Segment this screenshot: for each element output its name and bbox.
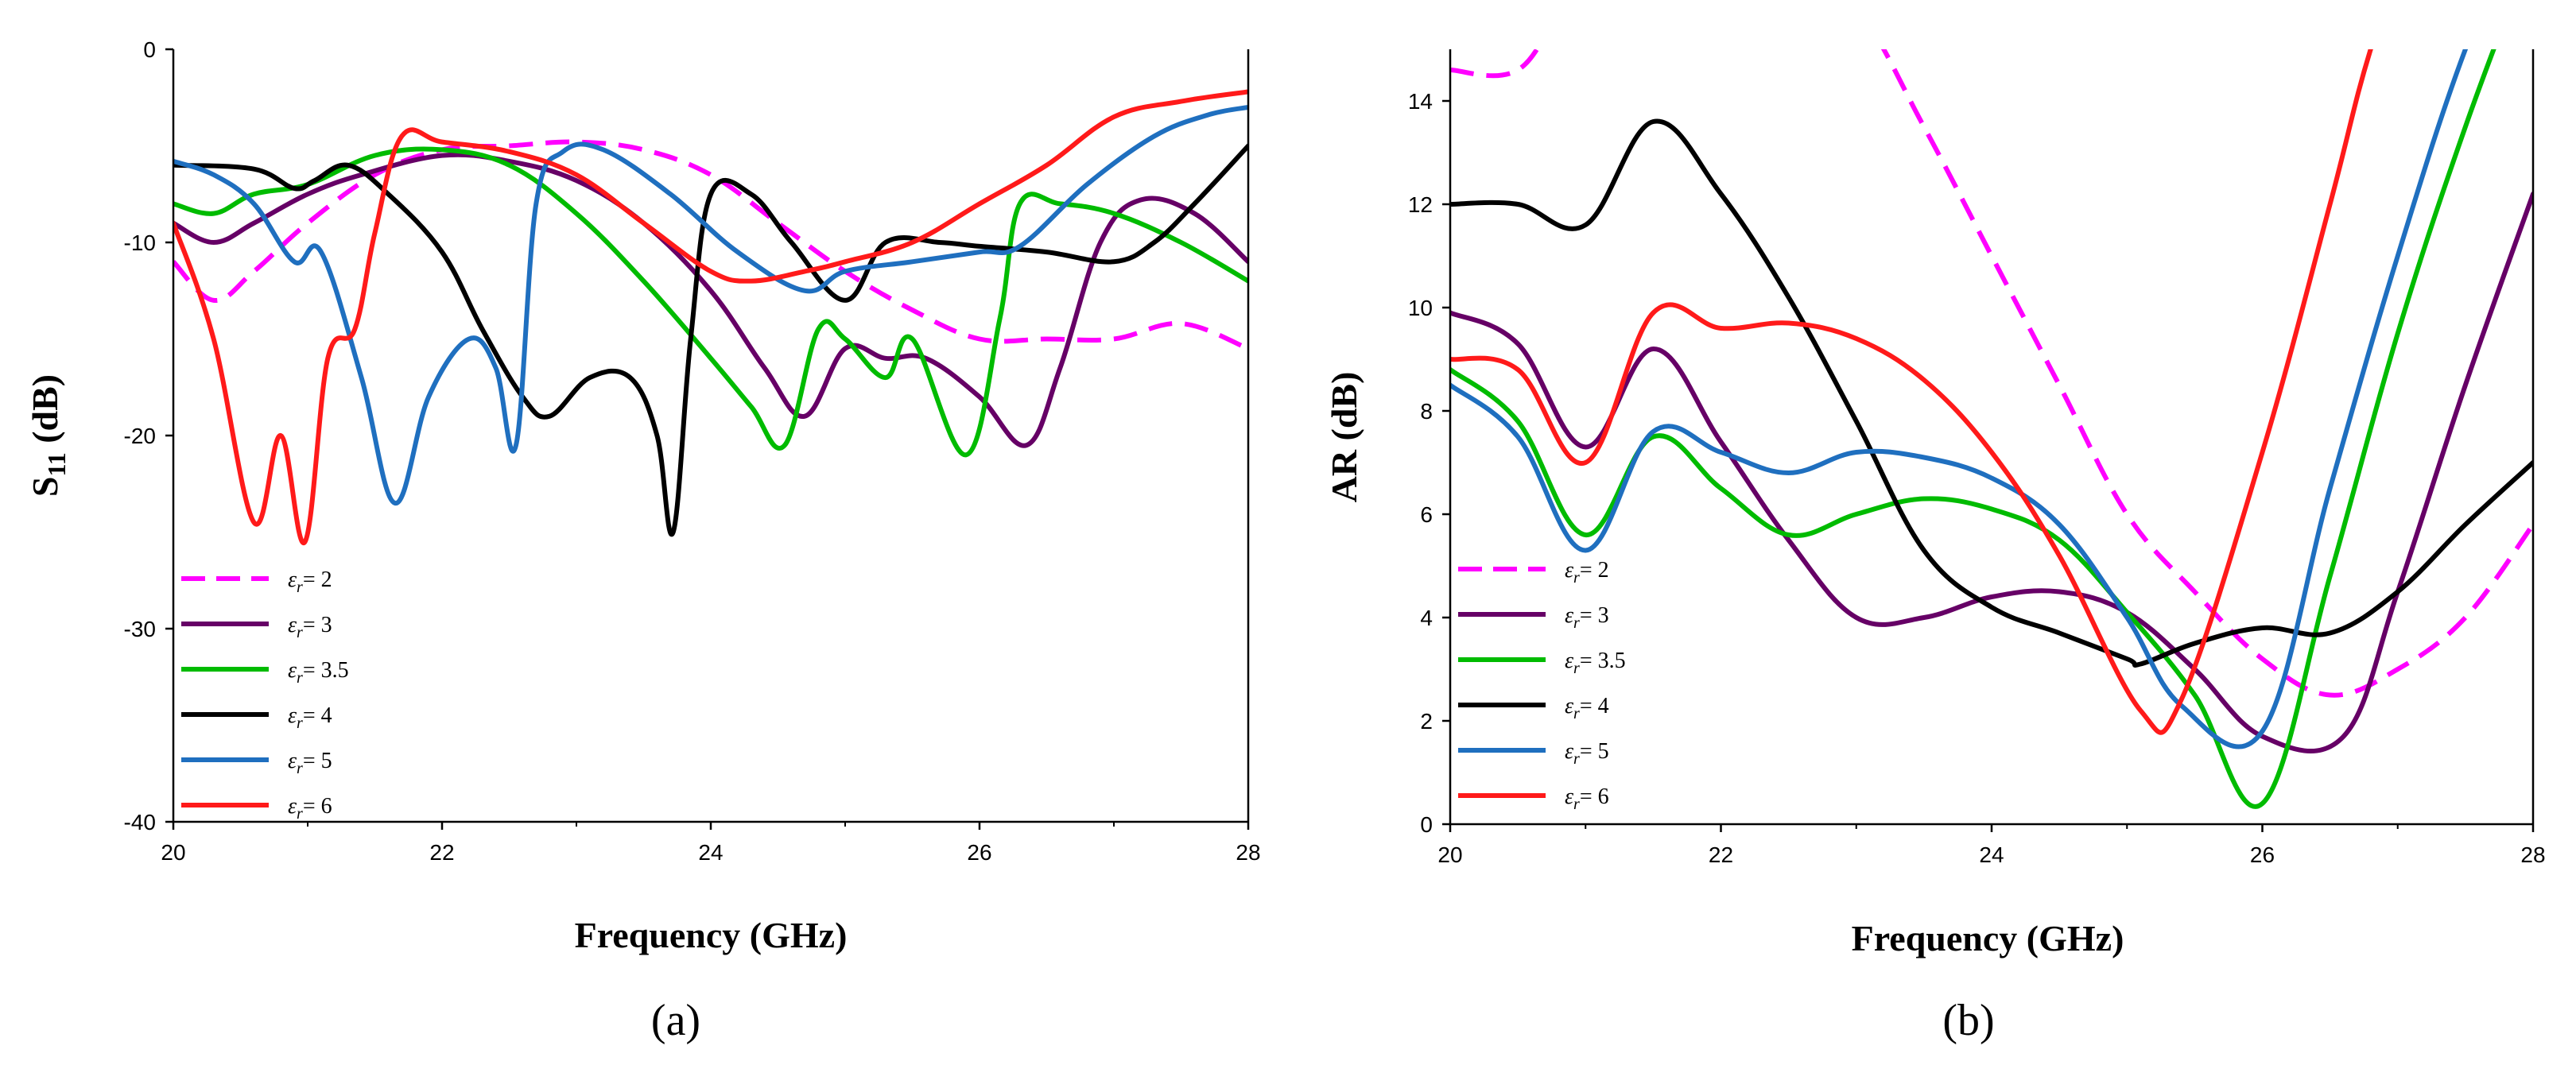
panel-a-legend-label-5: εr= 5 (288, 749, 332, 777)
panel-a-series-lines (173, 89, 1248, 546)
panel-a-y-tick-label: -20 (124, 424, 156, 448)
panel-a-tick-labels: 20 22 24 26 28 -40 -30 -20 -10 0 (124, 37, 1261, 865)
panel-b-y-tick-label: 2 (1420, 709, 1433, 734)
panel-a-series-line-1 (173, 139, 1248, 351)
panel-a-legend: εr= 2 εr= 3 εr= 3.5 εr= 4 εr= 5 εr= 6 (181, 567, 349, 823)
panel-b-y-tick-label: 10 (1408, 296, 1433, 320)
panel-a-ylabel-main: S (25, 477, 65, 498)
panel-b-legend-label-1: εr= 2 (1565, 558, 1609, 587)
panel-a-x-tick-label: 22 (429, 840, 454, 865)
panel-a-y-tick-label: 0 (143, 37, 156, 62)
panel-b-series-line-4 (1450, 118, 2533, 668)
panel-b-y-tick-label: 4 (1420, 606, 1433, 630)
panel-b-y-tick-label: 8 (1420, 399, 1433, 424)
panel-a-series-line-6 (173, 89, 1248, 546)
panel-b-x-tick-label: 22 (1709, 842, 1733, 867)
panel-b-series-lines (1450, 49, 2533, 809)
panel-b-legend-label-6: εr= 6 (1565, 784, 1609, 813)
panel-a-x-tick-label: 28 (1236, 840, 1260, 865)
panel-a-legend-label-2: εr= 3 (288, 613, 332, 641)
panel-a-x-tick-label: 24 (698, 840, 723, 865)
panel-b-legend-label-2: εr= 3 (1565, 603, 1609, 632)
panel-b-y-tick-label: 0 (1420, 812, 1433, 837)
panel-b-x-tick-label: 24 (1979, 842, 2004, 867)
panel-a-x-tick-label: 26 (967, 840, 991, 865)
panel-b-series-line-6 (1450, 49, 2373, 735)
panel-b-y-tick-label: 6 (1420, 502, 1433, 527)
panel-a-label: (a) (651, 996, 700, 1045)
panel-a-axes (165, 48, 1250, 830)
panel-b-xlabel: Frequency (GHz) (1852, 918, 2124, 958)
panel-b-x-tick-label: 28 (2520, 842, 2545, 867)
panel-a-series-line-3 (173, 146, 1248, 458)
panel-a-legend-label-1: εr= 2 (288, 567, 332, 596)
panel-a-ylabel-unit: (dB) (25, 374, 65, 452)
panel-b-x-tick-label: 20 (1437, 842, 1462, 867)
panel-a-y-tick-label: -10 (124, 230, 156, 255)
panel-b-axes (1442, 49, 2535, 832)
panel-b-ylabel: AR (dB) (1324, 372, 1364, 503)
panel-b-x-tick-label: 26 (2250, 842, 2275, 867)
panel-b-series-line-2 (1450, 192, 2533, 754)
panel-b-series-line-5 (1450, 49, 2469, 749)
panel-a-xlabel: Frequency (GHz) (575, 915, 848, 955)
panel-b-label: (b) (1942, 996, 1994, 1045)
panel-b-y-tick-label: 12 (1408, 192, 1433, 217)
panel-b-legend-label-4: εr= 4 (1565, 694, 1609, 722)
panel-a-series-line-4 (173, 143, 1248, 537)
panel-b-y-tick-label: 14 (1408, 89, 1433, 114)
panel-a-ylabel: S11 (dB) (25, 374, 71, 497)
panel-a-x-tick-label: 20 (161, 840, 185, 865)
panel-a-series-line-5 (173, 104, 1248, 505)
panel-a-legend-label-4: εr= 4 (288, 703, 332, 732)
panel-b-legend: εr= 2 εr= 3 εr= 3.5 εr= 4 εr= 5 εr= 6 (1458, 558, 1626, 813)
panel-a-s11-chart: 20 22 24 26 28-40-30-20-100 Frequency (GHz) … (25, 37, 1261, 1045)
panel-a-ylabel-sub: 11 (42, 452, 71, 476)
panel-a-legend-label-3: εr= 3.5 (288, 658, 349, 687)
panel-a-series-line-2 (173, 152, 1248, 448)
panel-b-legend-label-3: εr= 3.5 (1565, 649, 1626, 677)
panel-a-y-tick-label: -40 (124, 810, 156, 835)
panel-b-legend-label-5: εr= 5 (1565, 739, 1609, 768)
panel-a-y-tick-label: -30 (124, 617, 156, 641)
panel-a-legend-label-6: εr= 6 (288, 794, 332, 823)
